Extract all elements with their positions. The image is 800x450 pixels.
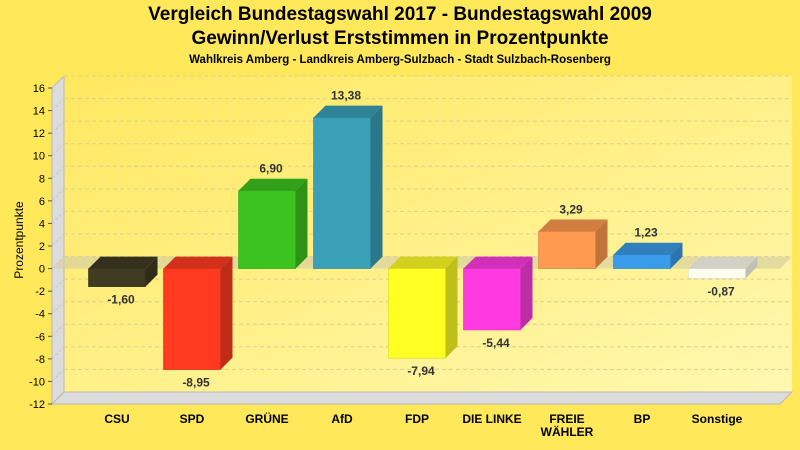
bar-side <box>670 242 683 269</box>
bar-top <box>313 105 383 118</box>
bar <box>163 268 221 370</box>
bar-top <box>538 219 608 232</box>
bar-group: 13,38 <box>313 89 383 269</box>
bar-group: 1,23 <box>613 226 683 269</box>
y-tick-label: 0 <box>39 264 45 276</box>
x-tick-label: WÄHLER <box>541 424 594 439</box>
bar-side <box>295 178 308 269</box>
bar-top <box>88 256 158 269</box>
gridline-side <box>51 211 65 224</box>
x-tick-label: CSU <box>104 412 129 426</box>
y-tick-label: 16 <box>33 83 45 95</box>
bar <box>538 231 596 269</box>
gridline-side <box>51 120 65 134</box>
bar-group: 6,90 <box>238 162 308 269</box>
y-tick-label: -6 <box>35 331 45 343</box>
data-label: 3,29 <box>559 202 583 216</box>
gridline-side <box>51 143 65 157</box>
data-label: 6,90 <box>259 162 283 176</box>
bar-group: -0,87 <box>688 256 758 298</box>
bar <box>238 190 296 269</box>
bar-top <box>388 256 458 269</box>
x-tick-label: AfD <box>331 412 353 426</box>
plot-floor <box>50 391 794 405</box>
data-label: -8,95 <box>182 376 210 390</box>
bar-side <box>595 219 608 269</box>
gridline-side <box>51 301 65 315</box>
bar-top <box>163 256 233 269</box>
data-label: -5,44 <box>482 336 510 350</box>
bar-group: -1,60 <box>88 256 158 307</box>
y-tick-label: -4 <box>35 309 45 321</box>
bar-top <box>238 178 308 191</box>
bar-side <box>370 105 383 269</box>
bar-top <box>463 256 533 269</box>
bar-group: 3,29 <box>538 202 608 269</box>
bar-side <box>220 256 233 370</box>
x-tick-label: GRÜNE <box>245 411 288 426</box>
data-label: 13,38 <box>331 89 361 103</box>
gridline-side <box>51 369 65 382</box>
chart-subtitle: Gewinn/Verlust Erststimmen in Prozentpun… <box>191 28 609 49</box>
x-tick-label: FREIE <box>549 412 584 426</box>
x-tick-label: SPD <box>180 412 205 426</box>
y-tick-label: -8 <box>35 354 45 366</box>
x-tick-label: FDP <box>405 412 429 426</box>
data-label: -7,94 <box>407 364 435 378</box>
y-tick-label: -12 <box>29 399 45 411</box>
y-tick-label: -2 <box>35 286 45 298</box>
bar <box>313 117 371 269</box>
bar <box>88 268 146 287</box>
bar-top <box>688 256 758 269</box>
bar-group: -7,94 <box>388 256 458 378</box>
y-axis-label: Prozentpunkte <box>12 201 26 279</box>
chart-subtitle-2: Wahlkreis Amberg - Landkreis Amberg-Sulz… <box>189 54 611 66</box>
data-label: -1,60 <box>107 293 135 307</box>
x-tick-label: BP <box>634 412 651 426</box>
y-tick-label: 10 <box>33 151 45 163</box>
data-label: -0,87 <box>707 284 735 298</box>
gridline-side <box>51 188 65 202</box>
gridline-side <box>51 278 65 292</box>
bar-side <box>745 256 758 279</box>
bar <box>688 268 746 279</box>
gridline-side <box>51 75 65 89</box>
y-tick-label: 2 <box>39 241 45 253</box>
x-tick-label: DIE LINKE <box>462 412 521 426</box>
y-tick-label: 6 <box>39 196 45 208</box>
bar-group: -8,95 <box>163 256 233 390</box>
gridline-side <box>51 165 65 179</box>
x-tick-label: Sonstige <box>692 412 743 426</box>
y-tick-label: 14 <box>33 106 45 118</box>
y-tick-label: -10 <box>29 376 45 388</box>
gridline-side <box>51 98 65 111</box>
bar-group: -5,44 <box>463 256 533 350</box>
gridline-side <box>51 233 65 247</box>
data-label: 1,23 <box>634 226 658 240</box>
bar <box>463 268 521 331</box>
bar-side <box>145 256 158 287</box>
bar-top <box>613 242 683 255</box>
bar <box>388 268 446 359</box>
gridline-side <box>51 346 65 360</box>
y-tick-label: 12 <box>33 128 45 140</box>
bar-side <box>520 256 533 330</box>
gridline-side <box>51 323 65 337</box>
bar <box>613 254 671 269</box>
plot-left-wall <box>51 74 65 406</box>
chart-title: Vergleich Bundestagswahl 2017 - Bundesta… <box>148 4 652 25</box>
y-tick-label: 8 <box>39 173 45 185</box>
bar-side <box>445 256 458 359</box>
y-tick-label: 4 <box>39 218 45 230</box>
